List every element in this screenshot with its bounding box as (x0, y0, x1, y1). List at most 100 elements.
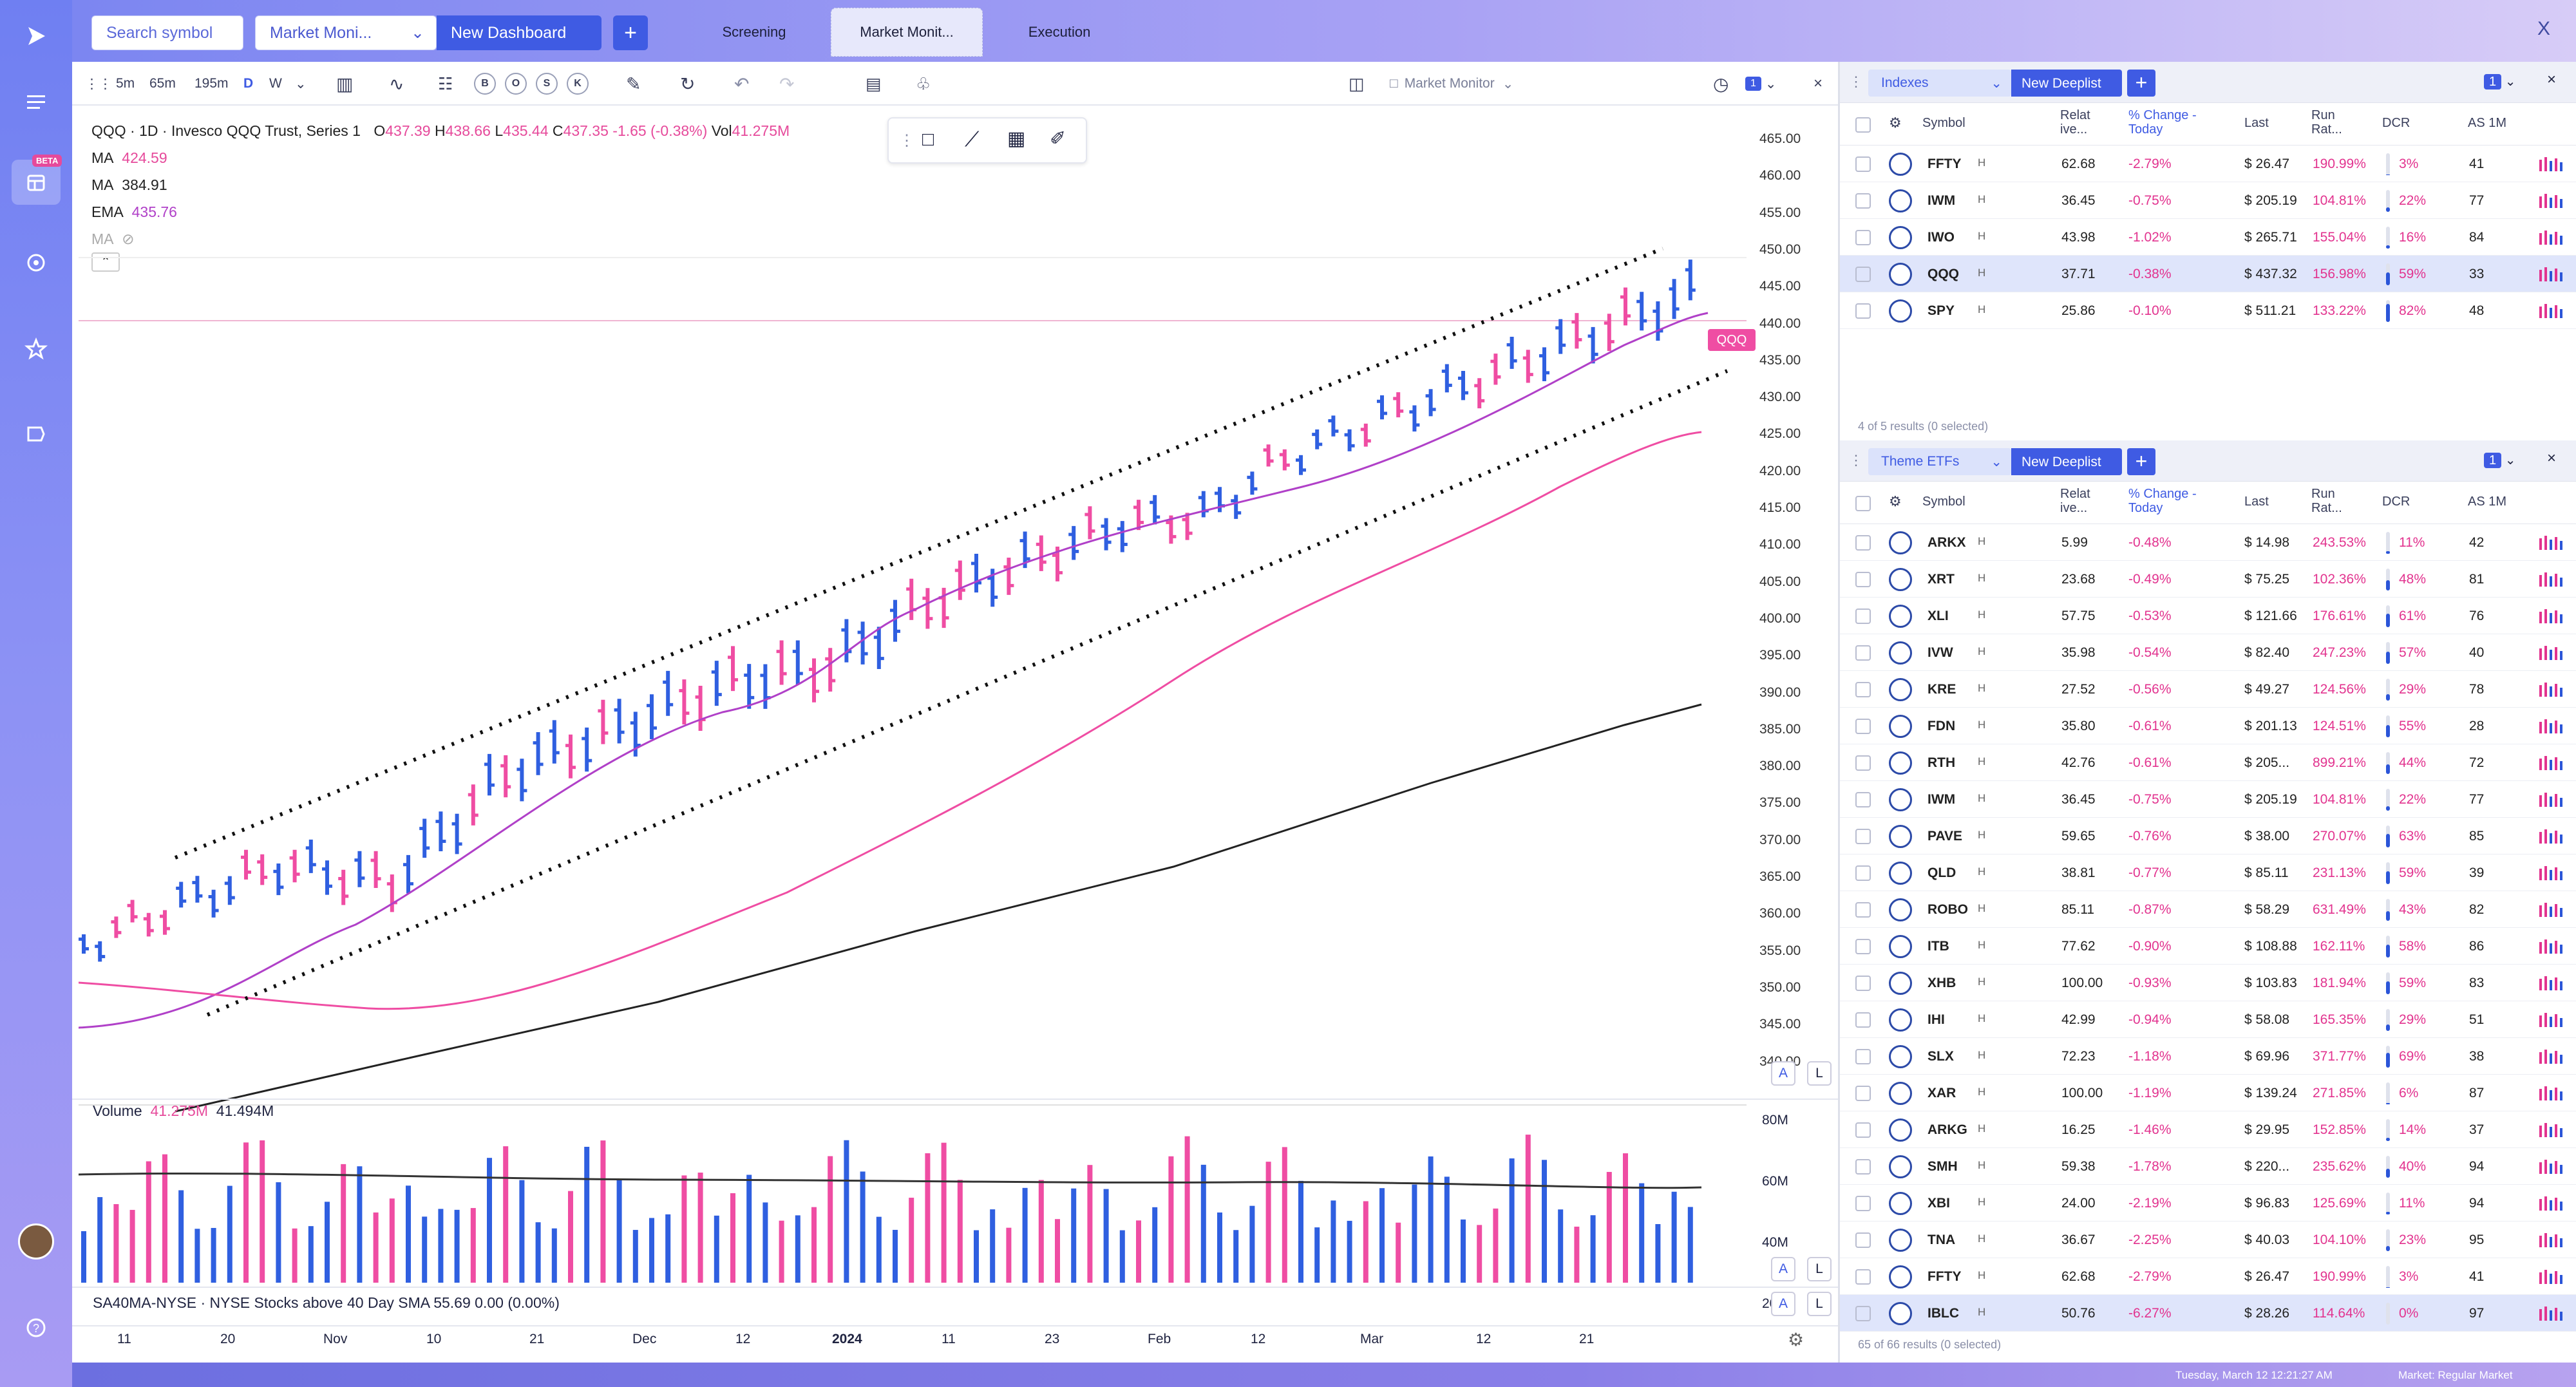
row-checkbox[interactable] (1855, 902, 1871, 918)
tab-market-monitor[interactable]: Market Monit... (831, 8, 983, 57)
indicator-legend[interactable]: SA40MA-NYSE · NYSE Stocks above 40 Day S… (93, 1294, 560, 1311)
row-checkbox[interactable] (1855, 1232, 1871, 1248)
table-row[interactable]: XAR H 100.00 -1.19% $ 139.24 271.85% 6% 87 (1840, 1075, 2576, 1111)
row-symbol[interactable]: QQQ (1927, 267, 1960, 281)
add-list-button[interactable]: + (2127, 70, 2155, 97)
settings-gear-icon[interactable]: ⚙ (1889, 115, 1902, 131)
legend-ma2[interactable]: MA 384.91 (91, 171, 790, 198)
select-all-checkbox[interactable] (1855, 496, 1871, 511)
col-run-rate[interactable]: Run Rat... (2311, 108, 2342, 137)
table-row[interactable]: PAVE H 59.65 -0.76% $ 38.00 270.07% 63% 85 (1840, 818, 2576, 854)
col-run-rate[interactable]: Run Rat... (2311, 487, 2342, 515)
interval-d[interactable]: D (243, 76, 254, 91)
volume-chart[interactable] (79, 1118, 1747, 1285)
row-symbol[interactable]: TNA (1927, 1232, 1956, 1247)
row-checkbox[interactable] (1855, 645, 1871, 661)
layout-select[interactable]: □ Market Monitor ⌄ (1390, 62, 1513, 106)
clock-icon[interactable]: ◷ (1713, 73, 1729, 94)
row-symbol[interactable]: ARKX (1927, 535, 1966, 550)
table-row[interactable]: ARKG H 16.25 -1.46% $ 29.95 152.85% 14% 37 (1840, 1111, 2576, 1148)
row-symbol[interactable]: SMH (1927, 1159, 1958, 1174)
new-deeplist-button[interactable]: New Deeplist (2011, 448, 2122, 475)
row-symbol[interactable]: QLD (1927, 865, 1956, 880)
row-symbol[interactable]: XHB (1927, 976, 1956, 990)
interval-195m[interactable]: 195m (194, 76, 229, 91)
row-symbol[interactable]: XBI (1927, 1196, 1951, 1211)
interval-dropdown-icon[interactable]: ⌄ (295, 76, 307, 91)
row-symbol[interactable]: ITB (1927, 939, 1949, 954)
flag-icon[interactable] (18, 416, 54, 452)
row-checkbox[interactable] (1855, 156, 1871, 172)
table-row[interactable]: IWO H 43.98 -1.02% $ 265.71 155.04% 16% 84 (1840, 219, 2576, 256)
table-row[interactable]: XRT H 23.68 -0.49% $ 75.25 102.36% 48% 81 (1840, 561, 2576, 598)
dashboard-select[interactable]: Market Moni... ⌄ (255, 15, 437, 50)
row-checkbox[interactable] (1855, 792, 1871, 807)
row-checkbox[interactable] (1855, 1269, 1871, 1285)
row-checkbox[interactable] (1855, 865, 1871, 881)
auto-scale-button[interactable]: A (1771, 1061, 1795, 1086)
row-symbol[interactable]: KRE (1927, 682, 1956, 697)
row-checkbox[interactable] (1855, 193, 1871, 209)
row-checkbox[interactable] (1855, 976, 1871, 991)
menu-icon[interactable] (18, 84, 54, 120)
vol-log-button[interactable]: L (1807, 1257, 1832, 1281)
row-symbol[interactable]: IWM (1927, 193, 1956, 208)
close-chart-icon[interactable]: × (1814, 75, 1823, 92)
row-symbol[interactable]: ARKG (1927, 1122, 1967, 1137)
redo-icon[interactable]: ↷ (779, 73, 795, 94)
row-symbol[interactable]: RTH (1927, 755, 1956, 770)
col-change[interactable]: % Change - Today (2128, 487, 2197, 515)
table-row[interactable]: QQQ H 37.71 -0.38% $ 437.32 156.98% 59% 33 (1840, 256, 2576, 292)
row-checkbox[interactable] (1855, 1196, 1871, 1211)
table-row[interactable]: SMH H 59.38 -1.78% $ 220... 235.62% 40% 94 (1840, 1148, 2576, 1185)
row-symbol[interactable]: FDN (1927, 719, 1956, 733)
row-symbol[interactable]: IWM (1927, 792, 1956, 807)
table-row[interactable]: FFTY H 62.68 -2.79% $ 26.47 190.99% 3% 41 (1840, 146, 2576, 182)
app-logo-icon[interactable] (18, 18, 54, 54)
add-dashboard-button[interactable]: + (613, 15, 648, 50)
comment-icon[interactable]: □ (922, 129, 934, 150)
search-symbol-button[interactable]: Search symbol (91, 15, 243, 50)
row-checkbox[interactable] (1855, 535, 1871, 551)
table-row[interactable]: TNA H 36.67 -2.25% $ 40.03 104.10% 23% 95 (1840, 1222, 2576, 1258)
row-checkbox[interactable] (1855, 230, 1871, 245)
x-social-icon[interactable]: X (2537, 18, 2550, 39)
drag-handle-icon[interactable]: ⋮⋮ (85, 76, 112, 91)
layout-icon[interactable]: ◫ (1349, 73, 1365, 93)
interval-65m[interactable]: 65m (149, 76, 176, 91)
col-relative[interactable]: Relat ive... (2060, 487, 2090, 515)
interval-w[interactable]: W (269, 76, 282, 91)
col-dcr[interactable]: DCR (2382, 116, 2410, 130)
time-axis[interactable]: 11 20 Nov 10 21 Dec 12 2024 11 23 Feb 12 Mar 12 21 (72, 1332, 1747, 1357)
close-panel-icon[interactable]: × (2547, 71, 2557, 88)
layout-count[interactable]: 1 ⌄ (1745, 62, 1777, 106)
row-checkbox[interactable] (1855, 1012, 1871, 1028)
legend-ma1[interactable]: MA 424.59 (91, 144, 790, 171)
col-dcr[interactable]: DCR (2382, 495, 2410, 509)
col-as1m[interactable]: AS 1M (2468, 495, 2507, 509)
badge-s[interactable]: S (536, 62, 558, 106)
refresh-icon[interactable]: ↻ (680, 73, 696, 94)
new-dashboard-button[interactable]: New Dashboard (437, 15, 601, 50)
col-as1m[interactable]: AS 1M (2468, 116, 2507, 130)
indexes-select[interactable]: Indexes ⌄ (1868, 70, 2011, 97)
row-symbol[interactable]: PAVE (1927, 829, 1963, 844)
table-row[interactable]: KRE H 27.52 -0.56% $ 49.27 124.56% 29% 78 (1840, 671, 2576, 708)
row-symbol[interactable]: IVW (1927, 645, 1953, 660)
badge-o[interactable]: O (505, 62, 527, 106)
table-row[interactable]: SLX H 72.23 -1.18% $ 69.96 371.77% 69% 38 (1840, 1038, 2576, 1075)
radar-icon[interactable] (18, 245, 54, 281)
table-row[interactable]: QLD H 38.81 -0.77% $ 85.11 231.13% 59% 39 (1840, 854, 2576, 891)
ind-auto-button[interactable]: A (1771, 1292, 1795, 1316)
row-checkbox[interactable] (1855, 719, 1871, 734)
table-row[interactable]: XHB H 100.00 -0.93% $ 103.83 181.94% 59% 83 (1840, 965, 2576, 1001)
row-checkbox[interactable] (1855, 303, 1871, 319)
row-symbol[interactable]: IWO (1927, 230, 1955, 245)
row-checkbox[interactable] (1855, 939, 1871, 954)
new-deeplist-button[interactable]: New Deeplist (2011, 70, 2122, 97)
add-list-button[interactable]: + (2127, 448, 2155, 475)
row-checkbox[interactable] (1855, 267, 1871, 282)
row-checkbox[interactable] (1855, 1122, 1871, 1138)
price-chart[interactable] (79, 184, 1747, 1124)
row-symbol[interactable]: IHI (1927, 1012, 1945, 1027)
